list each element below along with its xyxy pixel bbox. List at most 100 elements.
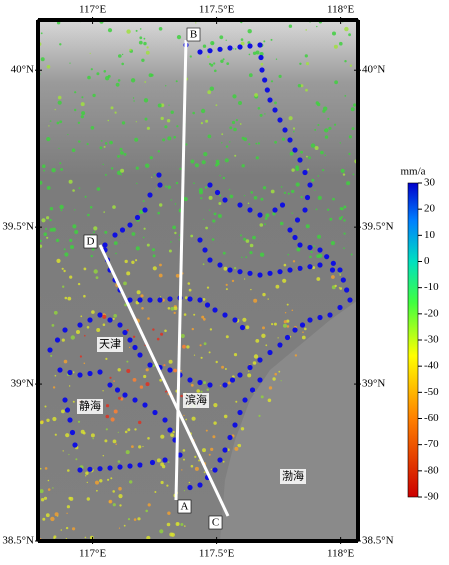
speckle	[160, 116, 164, 121]
speckle	[222, 251, 226, 255]
benchmark-dot	[77, 372, 83, 378]
speckle	[218, 202, 222, 205]
speckle	[143, 37, 146, 40]
speckle	[184, 296, 188, 300]
speckle	[132, 378, 137, 382]
speckle	[252, 361, 257, 365]
benchmark-dot	[156, 172, 162, 178]
speckle	[164, 329, 167, 333]
speckle	[283, 320, 287, 324]
speckle	[310, 251, 313, 253]
speckle	[123, 153, 127, 156]
speckle	[274, 140, 277, 144]
benchmark-dot	[127, 297, 133, 303]
speckle	[167, 185, 171, 189]
benchmark-dot	[237, 372, 243, 378]
speckle	[274, 101, 277, 105]
speckle	[248, 73, 253, 78]
speckle	[272, 377, 276, 381]
lon-label: 118°E	[327, 4, 354, 16]
colorbar-tick-label: -60	[424, 412, 439, 424]
speckle	[190, 159, 195, 164]
speckle	[202, 298, 206, 301]
benchmark-dot	[162, 417, 168, 423]
speckle	[234, 267, 237, 270]
speckle	[135, 166, 139, 170]
speckle	[58, 147, 60, 149]
benchmark-dot	[287, 267, 293, 273]
speckle	[68, 453, 70, 456]
speckle	[286, 319, 290, 323]
speckle	[223, 266, 228, 271]
speckle	[59, 43, 62, 46]
speckle	[149, 156, 153, 160]
speckle	[68, 385, 71, 387]
benchmark-dot	[242, 397, 248, 403]
benchmark-dot	[284, 334, 291, 341]
speckle	[315, 208, 318, 211]
speckle	[243, 195, 246, 197]
speckle	[105, 357, 108, 360]
speckle	[348, 152, 351, 155]
benchmark-dot	[299, 322, 306, 328]
speckle	[306, 155, 308, 158]
speckle	[166, 484, 169, 487]
speckle	[259, 113, 263, 117]
speckle	[164, 125, 168, 129]
speckle	[203, 381, 207, 385]
speckle	[126, 369, 131, 373]
speckle	[170, 241, 172, 243]
speckle	[334, 123, 337, 126]
benchmark-dot	[317, 262, 323, 268]
speckle	[117, 79, 121, 82]
speckle	[219, 385, 222, 387]
speckle	[193, 182, 195, 184]
speckle	[160, 434, 165, 439]
benchmark-dot	[304, 194, 311, 201]
speckle	[194, 455, 197, 458]
speckle	[110, 167, 114, 170]
speckle	[80, 102, 85, 107]
speckle	[135, 246, 140, 251]
benchmark-dot	[227, 267, 233, 273]
speckle	[86, 481, 89, 484]
speckle	[235, 119, 238, 122]
benchmark-dot	[247, 207, 253, 213]
speckle	[72, 224, 77, 229]
benchmark-dot	[344, 287, 350, 293]
speckle	[118, 527, 121, 529]
benchmark-dot	[229, 377, 236, 383]
speckle	[85, 471, 89, 475]
speckle	[316, 254, 320, 258]
speckle	[139, 28, 142, 30]
speckle	[279, 221, 284, 226]
speckle	[208, 195, 213, 200]
speckle	[49, 218, 52, 222]
speckle	[42, 517, 46, 521]
speckle	[343, 247, 345, 249]
speckle	[61, 338, 65, 342]
speckle	[200, 108, 206, 114]
benchmark-dot	[297, 265, 303, 271]
speckle	[210, 468, 213, 470]
colorbar-tick-label: -80	[424, 464, 439, 476]
speckle	[112, 490, 115, 493]
speckle	[209, 328, 213, 331]
lon-label: 117°E	[79, 548, 106, 560]
speckle	[272, 212, 276, 216]
benchmark-dot	[77, 322, 83, 328]
speckle	[183, 458, 185, 461]
speckle	[334, 284, 337, 288]
speckle	[231, 120, 236, 125]
speckle	[108, 499, 113, 504]
speckle	[117, 368, 121, 372]
speckle	[222, 58, 225, 61]
speckle	[102, 390, 104, 392]
benchmark-dot	[137, 462, 143, 468]
speckle	[154, 491, 157, 493]
label-box	[177, 499, 192, 514]
speckle	[117, 431, 119, 433]
benchmark-dot	[177, 452, 183, 458]
benchmark-dot	[152, 409, 158, 416]
speckle	[136, 182, 138, 185]
